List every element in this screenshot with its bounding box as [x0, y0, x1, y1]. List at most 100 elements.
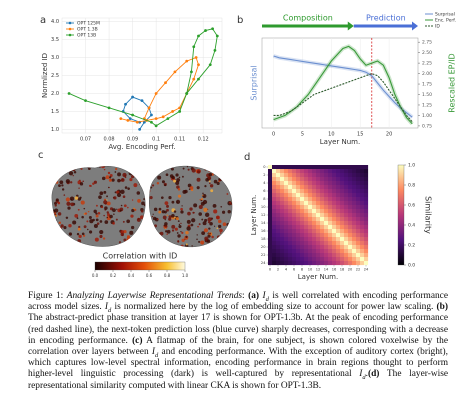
- caption-sub: d: [155, 351, 159, 359]
- voxel: [142, 243, 146, 247]
- voxel: [193, 203, 198, 208]
- heatmap-cell: [272, 221, 277, 226]
- heatmap-cell: [348, 249, 353, 254]
- caption-normal: Figure 1:: [28, 291, 67, 301]
- heatmap-cell: [352, 201, 357, 206]
- voxel: [117, 172, 122, 177]
- voxel: [198, 240, 201, 243]
- x-tick-label: 20: [348, 268, 353, 272]
- heatmap-cell: [360, 229, 365, 234]
- heatmap-cell: [352, 181, 357, 186]
- heatmap-cell: [324, 237, 329, 242]
- point: [140, 99, 144, 103]
- heatmap-cell: [284, 225, 289, 230]
- heatmap-cell: [328, 185, 333, 190]
- heatmap-cell: [304, 249, 309, 254]
- heatmap-cell: [272, 241, 277, 246]
- heatmap-cell: [324, 253, 329, 258]
- heatmap-cell: [308, 249, 313, 254]
- voxel: [56, 232, 61, 238]
- point: [194, 56, 198, 59]
- voxel: [49, 242, 51, 244]
- heatmap-cell: [360, 221, 365, 226]
- series-line: [273, 55, 413, 118]
- voxel: [189, 207, 193, 211]
- x-tick-label: 0.09: [127, 137, 138, 143]
- heatmap-cell: [336, 221, 341, 226]
- voxel: [114, 191, 117, 194]
- heatmap-cell: [320, 225, 325, 230]
- heatmap-cell: [332, 189, 337, 194]
- heatmap-cell: [324, 229, 329, 234]
- heatmap-cell: [312, 205, 317, 210]
- voxel: [210, 189, 214, 193]
- voxel: [162, 161, 164, 163]
- heatmap-cell: [312, 177, 317, 182]
- voxel: [207, 176, 212, 180]
- heatmap-cell: [336, 249, 341, 254]
- voxel: [56, 176, 60, 180]
- heatmap-cell: [332, 225, 337, 230]
- heatmap-cell: [364, 209, 369, 214]
- heatmap-cell: [356, 261, 361, 266]
- heatmap-cell: [284, 213, 289, 218]
- heatmap-cell: [344, 189, 349, 194]
- y-tick-label: 22: [261, 253, 266, 257]
- heatmap-cell: [324, 245, 329, 250]
- voxel: [111, 178, 115, 182]
- voxel: [137, 199, 141, 203]
- point: [154, 92, 158, 95]
- voxel: [152, 216, 157, 221]
- heatmap-cell: [304, 185, 309, 190]
- heatmap-cell: [336, 257, 341, 262]
- voxel: [208, 180, 211, 183]
- point: [190, 70, 193, 74]
- voxel: [95, 218, 99, 222]
- heatmap-cell: [288, 173, 293, 178]
- heatmap-cell: [360, 169, 365, 174]
- voxel: [115, 167, 118, 171]
- voxel: [139, 227, 143, 231]
- heatmap-cell: [340, 245, 345, 250]
- heatmap-cell: [304, 241, 309, 246]
- voxel: [122, 220, 125, 223]
- voxel: [94, 246, 99, 247]
- heatmap-cell: [316, 253, 321, 258]
- voxel: [136, 191, 141, 195]
- heatmap-cell: [316, 229, 321, 234]
- voxel: [218, 237, 223, 242]
- heatmap-cell: [352, 185, 357, 190]
- point: [119, 117, 123, 121]
- heatmap-cell: [336, 217, 341, 222]
- voxel: [227, 210, 231, 214]
- heatmap-cell: [364, 189, 369, 194]
- heatmap-cell: [268, 173, 273, 178]
- voxel: [114, 171, 117, 173]
- heatmap-cell: [276, 197, 281, 202]
- voxel: [51, 215, 54, 219]
- heatmap-cell: [344, 237, 349, 242]
- voxel: [177, 246, 182, 247]
- x-tick-label: 20: [386, 132, 392, 138]
- voxel: [166, 233, 168, 235]
- heatmap-cell: [340, 261, 345, 266]
- voxel: [126, 235, 131, 239]
- heatmap-cell: [304, 201, 309, 206]
- voxel: [181, 175, 184, 178]
- voxel: [133, 207, 135, 210]
- heatmap-cell: [328, 193, 333, 198]
- heatmap-cell: [300, 197, 305, 202]
- voxel: [103, 168, 106, 171]
- heatmap-cell: [296, 165, 301, 170]
- heatmap-cell: [364, 201, 369, 206]
- heatmap-cell: [268, 233, 273, 238]
- voxel: [230, 190, 233, 193]
- voxel: [181, 205, 183, 207]
- colorbar-tick-label: 1.0: [182, 273, 189, 278]
- voxel: [54, 175, 58, 180]
- phase-label: Prediction: [366, 14, 406, 23]
- heatmap-cell: [300, 257, 305, 262]
- voxel: [96, 222, 100, 225]
- voxel: [141, 161, 145, 165]
- heatmap-cell: [340, 193, 345, 198]
